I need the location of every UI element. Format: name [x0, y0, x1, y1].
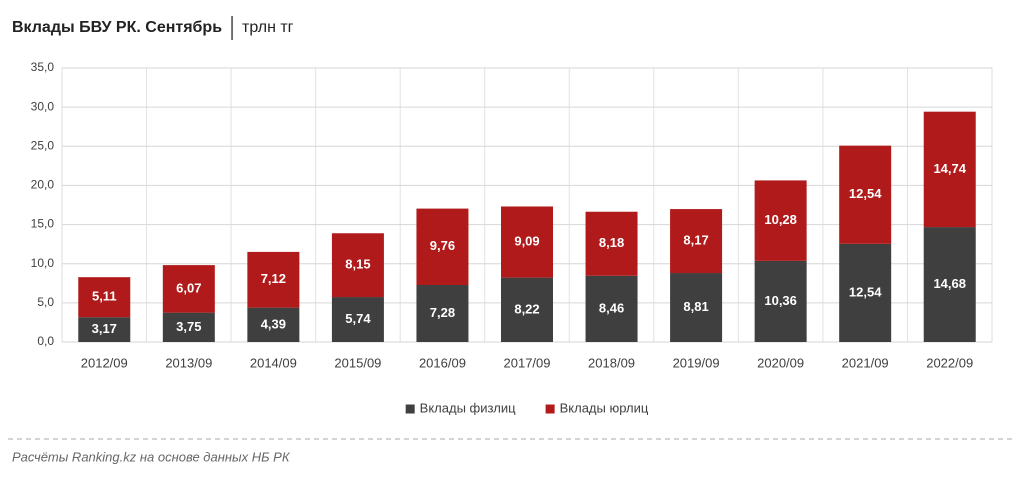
- y-tick-label: 30,0: [31, 99, 55, 113]
- data-label: 6,07: [176, 280, 201, 295]
- bar-segment: [670, 209, 723, 274]
- bar-segment: [501, 277, 553, 342]
- data-label: 3,17: [92, 321, 117, 336]
- x-tick-label: 2016/09: [419, 355, 466, 370]
- data-label: 3,75: [176, 319, 201, 334]
- data-label: 14,74: [933, 161, 966, 176]
- bar-segment: [162, 312, 215, 342]
- bar-segment: [670, 273, 723, 342]
- data-label: 10,28: [764, 212, 797, 227]
- data-label: 9,76: [430, 238, 455, 253]
- x-tick-label: 2013/09: [165, 355, 212, 370]
- bar-segment: [162, 265, 215, 313]
- x-tick-label: 2014/09: [250, 355, 297, 370]
- y-tick-label: 0,0: [37, 334, 54, 348]
- data-label: 9,09: [514, 234, 539, 249]
- bar-segment: [754, 180, 807, 261]
- bar-segment: [78, 277, 131, 318]
- legend-swatch: [545, 404, 555, 414]
- data-label: 7,12: [261, 271, 286, 286]
- y-tick-label: 35,0: [31, 60, 55, 74]
- y-tick-label: 20,0: [31, 178, 55, 192]
- data-label: 5,74: [345, 311, 371, 326]
- x-tick-label: 2015/09: [334, 355, 381, 370]
- y-tick-label: 5,0: [37, 295, 54, 309]
- bar-segment: [331, 233, 384, 298]
- bar-segment: [923, 111, 976, 228]
- bar-segment: [923, 227, 976, 342]
- data-label: 8,81: [683, 299, 708, 314]
- bar-segment: [416, 285, 469, 342]
- bar-segment: [839, 145, 892, 244]
- bar-segment: [78, 317, 131, 342]
- chart-title: Вклады БВУ РК. Сентябрь: [12, 19, 222, 36]
- bar-segment: [247, 251, 300, 308]
- data-label: 8,18: [599, 235, 624, 250]
- bar-segment: [416, 208, 469, 286]
- data-label: 14,68: [933, 276, 966, 291]
- x-tick-label: 2020/09: [757, 355, 804, 370]
- legend-swatch: [405, 404, 415, 414]
- data-label: 4,39: [261, 316, 286, 331]
- bar-segment: [247, 307, 300, 342]
- legend-label: Вклады юрлиц: [560, 400, 649, 415]
- bar-segment: [754, 260, 807, 342]
- x-tick-label: 2019/09: [673, 355, 720, 370]
- chart-subtitle: трлн тг: [242, 19, 294, 36]
- data-label: 12,54: [849, 284, 882, 299]
- x-tick-label: 2018/09: [588, 355, 635, 370]
- y-tick-label: 15,0: [31, 217, 55, 231]
- x-tick-label: 2012/09: [81, 355, 128, 370]
- data-label: 10,36: [764, 293, 797, 308]
- data-label: 8,46: [599, 300, 624, 315]
- y-tick-label: 25,0: [31, 138, 55, 152]
- data-label: 12,54: [849, 186, 882, 201]
- x-tick-label: 2021/09: [842, 355, 889, 370]
- y-tick-label: 10,0: [31, 256, 55, 270]
- bar-segment: [839, 243, 892, 342]
- bar-segment: [585, 211, 638, 276]
- source-note: Расчёты Ranking.kz на основе данных НБ Р…: [12, 449, 291, 464]
- bar-segment: [585, 275, 638, 342]
- data-label: 8,17: [683, 232, 708, 247]
- legend-label: Вклады физлиц: [420, 400, 516, 415]
- bar-segment: [501, 206, 553, 278]
- x-tick-label: 2017/09: [504, 355, 551, 370]
- data-label: 8,15: [345, 257, 370, 272]
- data-label: 7,28: [430, 305, 455, 320]
- data-label: 5,11: [92, 289, 117, 304]
- data-label: 8,22: [514, 301, 539, 316]
- bar-segment: [331, 297, 384, 342]
- x-tick-label: 2022/09: [926, 355, 973, 370]
